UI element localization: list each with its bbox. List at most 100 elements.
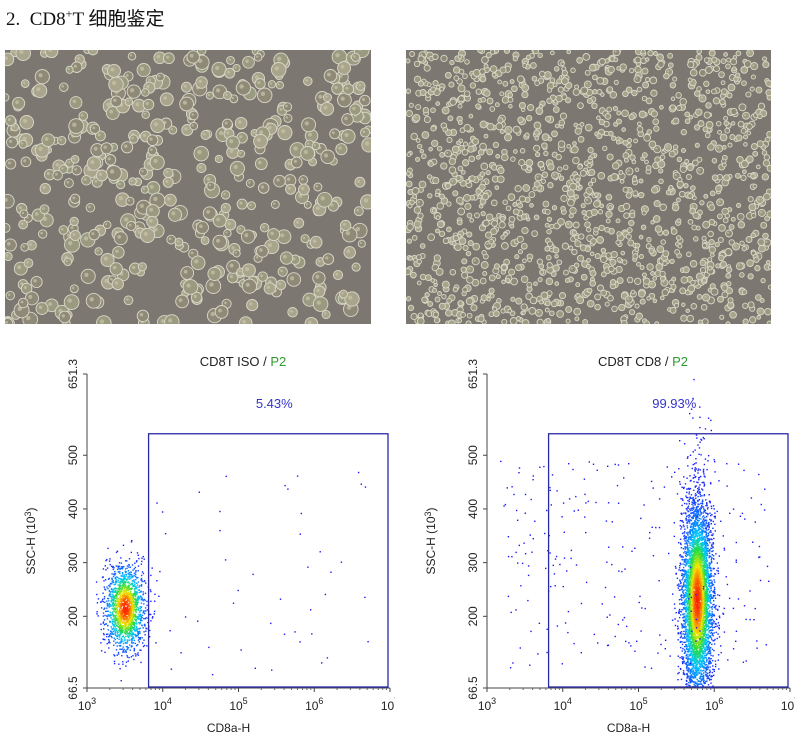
event-dot	[115, 628, 117, 630]
cell	[693, 124, 701, 131]
cell-highlight	[143, 231, 148, 237]
cell	[730, 121, 736, 126]
event-dot	[147, 621, 149, 624]
cell	[164, 193, 177, 207]
event-dot	[125, 622, 128, 624]
event-dot	[180, 652, 182, 654]
cell	[469, 217, 475, 223]
event-dot	[136, 607, 138, 609]
cell	[577, 102, 584, 109]
cell	[551, 205, 558, 211]
event-dot	[134, 601, 137, 603]
cell-highlight	[765, 240, 768, 243]
event-dot	[118, 592, 121, 594]
cell	[670, 96, 676, 102]
cell	[460, 312, 466, 318]
event-dot	[131, 606, 133, 609]
event-dot	[132, 609, 135, 611]
cell-highlight	[55, 163, 60, 167]
cell	[312, 271, 326, 285]
cell	[545, 277, 554, 286]
event-dot	[139, 619, 142, 621]
cell	[35, 302, 49, 315]
cell	[458, 237, 467, 245]
event-dot	[310, 609, 312, 611]
event-dot	[118, 612, 120, 614]
event-dot	[702, 677, 705, 679]
cell	[611, 135, 617, 141]
cell	[492, 141, 500, 149]
event-dot	[130, 610, 132, 613]
cell	[237, 149, 246, 158]
cell	[596, 89, 603, 95]
cell	[300, 234, 310, 244]
event-dot	[119, 593, 122, 595]
cell	[518, 101, 526, 110]
event-dot	[116, 568, 119, 571]
event-dot	[116, 550, 119, 552]
cell	[195, 76, 208, 89]
event-dot	[111, 604, 113, 606]
cell	[667, 52, 674, 59]
cell	[499, 128, 505, 135]
event-dot	[114, 610, 116, 612]
cell-highlight	[153, 196, 158, 202]
event-dot	[128, 632, 130, 634]
event-dot	[130, 605, 132, 608]
event-dot	[135, 600, 137, 603]
cell-highlight	[627, 169, 630, 172]
cell-highlight	[158, 75, 161, 78]
event-dot	[128, 656, 130, 659]
cell	[123, 295, 134, 306]
cell	[537, 277, 543, 283]
event-dot	[141, 624, 143, 626]
event-dot	[109, 591, 112, 593]
event-dot	[125, 592, 128, 594]
event-dot	[125, 586, 128, 588]
cell-highlight	[536, 175, 539, 178]
event-dot	[114, 655, 116, 657]
cell	[159, 92, 174, 107]
event-dot	[115, 610, 118, 613]
cell	[5, 238, 17, 252]
event-dot	[133, 597, 135, 600]
cell	[435, 267, 444, 276]
cell	[586, 97, 593, 105]
event-dot	[125, 588, 127, 591]
event-dot	[294, 631, 296, 633]
cell-highlight	[256, 137, 261, 142]
cell-highlight	[42, 50, 45, 54]
cell-highlight	[118, 182, 121, 186]
cell-highlight	[149, 184, 154, 189]
x-tick-label: 107	[781, 696, 795, 713]
cell	[430, 278, 436, 283]
cell-highlight	[38, 305, 43, 310]
event-dot	[117, 631, 119, 633]
cell	[457, 120, 463, 126]
cell-highlight	[228, 58, 231, 61]
event-dot	[128, 616, 131, 618]
cell	[497, 79, 502, 85]
event-dot	[153, 613, 155, 615]
event-dot	[102, 621, 105, 623]
event-dot	[112, 620, 114, 622]
cell-highlight	[346, 305, 352, 310]
cell	[723, 52, 728, 57]
cell	[406, 223, 414, 231]
cell	[741, 289, 748, 295]
cell	[462, 244, 469, 251]
cell	[646, 263, 654, 271]
cell	[469, 175, 476, 182]
cell-highlight	[239, 201, 243, 205]
event-dot	[121, 625, 124, 627]
event-dot	[128, 618, 131, 620]
cell-highlight	[698, 169, 701, 172]
cell-highlight	[229, 263, 234, 268]
cell	[657, 160, 666, 169]
cell	[569, 182, 578, 191]
cell	[342, 83, 355, 95]
cell	[574, 316, 580, 322]
cell	[486, 97, 494, 105]
event-dot	[116, 605, 119, 607]
event-dot	[137, 565, 140, 567]
